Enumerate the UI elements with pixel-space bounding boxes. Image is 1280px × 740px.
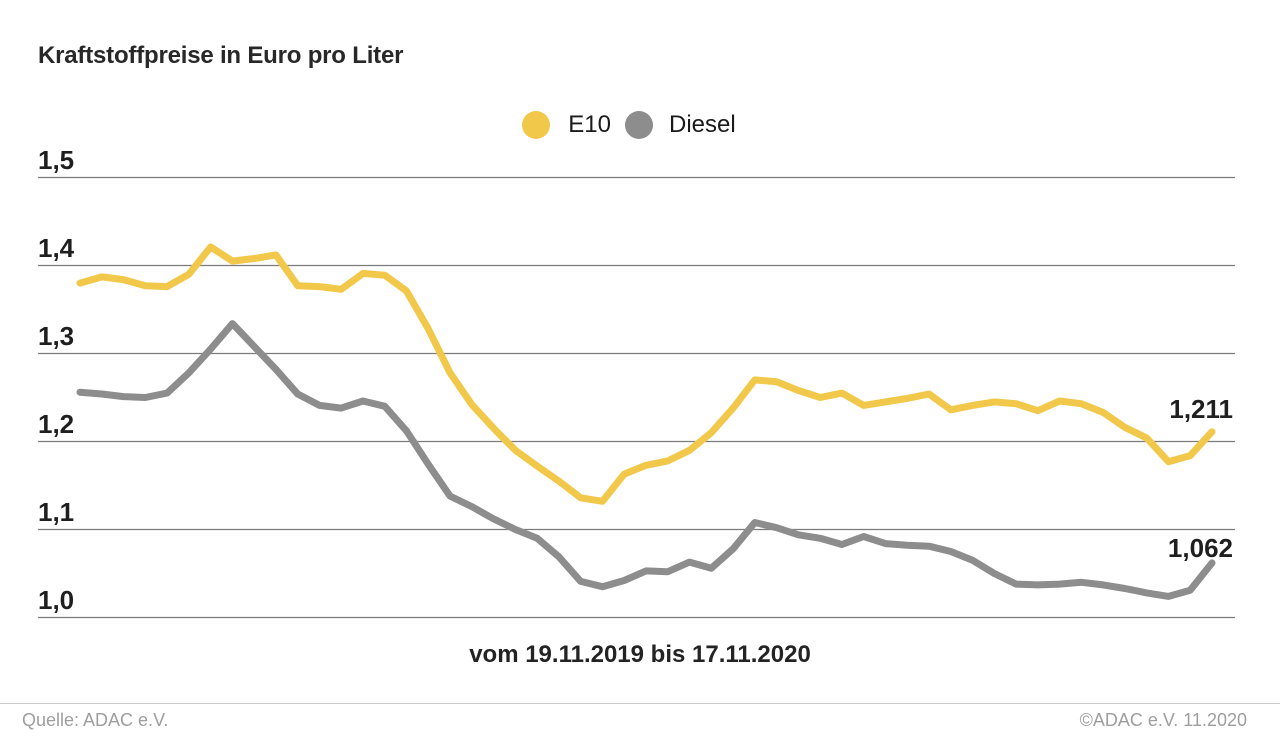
copyright-note: ©ADAC e.V. 11.2020 [1079, 710, 1247, 730]
y-axis-label: 1,1 [38, 496, 75, 527]
y-axis-label: 1,0 [38, 584, 75, 615]
source-note: Quelle: ADAC e.V. [22, 710, 169, 730]
legend: E10 Diesel [0, 111, 1280, 139]
x-axis-caption: vom 19.11.2019 bis 17.11.2020 [469, 641, 811, 668]
e10-legend-dot [522, 111, 551, 139]
e10-value-label: 1,211 [1169, 394, 1233, 424]
diesel-legend-label: Diesel [669, 111, 736, 138]
y-axis-label: 1,4 [38, 232, 75, 263]
footer-divider [0, 703, 1280, 704]
y-axis-label: 1,2 [38, 408, 75, 439]
e10-line [76, 243, 1216, 505]
e10-legend-label: E10 [568, 111, 611, 138]
diesel-value-label: 1,062 [1167, 533, 1233, 563]
y-axis-label: 1,5 [38, 144, 75, 175]
y-axis-label: 1,3 [38, 320, 75, 351]
diesel-line [76, 320, 1216, 600]
diesel-legend-dot [625, 111, 653, 139]
chart-title: Kraftstoffpreise in Euro pro Liter [38, 42, 404, 69]
